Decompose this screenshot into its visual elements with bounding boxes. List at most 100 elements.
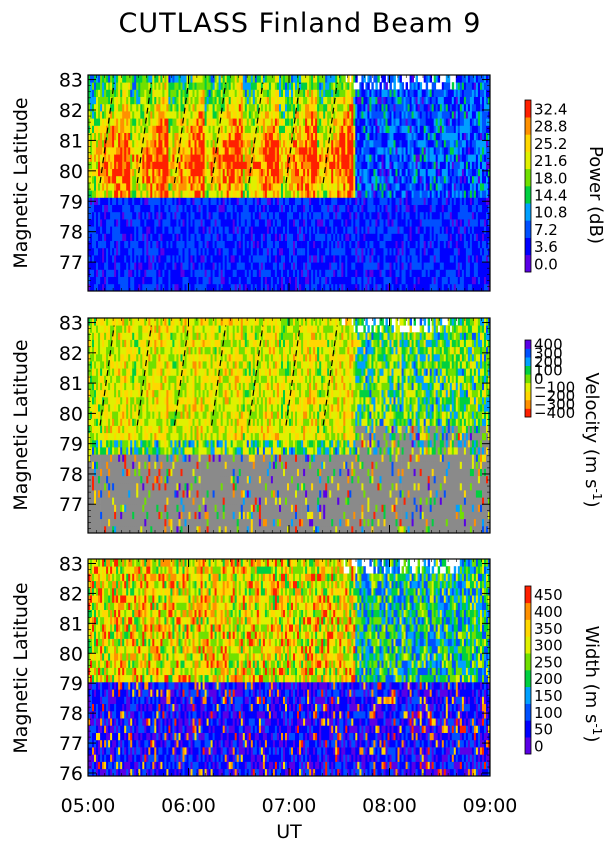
heatmap-cell [317, 255, 319, 263]
heatmap-cell [257, 262, 259, 270]
heatmap-cell [237, 176, 239, 184]
heatmap-cell [317, 89, 319, 97]
heatmap-cell [156, 75, 158, 83]
heatmap-cell [418, 89, 420, 97]
heatmap-cell [357, 233, 359, 241]
heatmap-cell [357, 212, 359, 220]
heatmap-cell [400, 219, 402, 227]
heatmap-cell [337, 233, 339, 241]
heatmap-cell [400, 248, 402, 256]
heatmap-cell [118, 269, 120, 277]
heatmap-cell [156, 161, 158, 169]
heatmap-cell [237, 125, 239, 133]
heatmap-cell [156, 89, 158, 97]
heatmap-cell [199, 284, 201, 292]
heatmap-cell [199, 183, 201, 191]
heatmap-cell [156, 176, 158, 184]
heatmap-cell [277, 212, 279, 220]
heatmap-cell [156, 104, 158, 112]
heatmap-cell [377, 255, 379, 263]
heatmap-cell [98, 111, 100, 119]
heatmap-cell [337, 248, 339, 256]
heatmap-cell [176, 284, 178, 292]
heatmap-cell [136, 183, 138, 191]
heatmap-cell [98, 97, 100, 105]
heatmap-cell [257, 140, 259, 148]
heatmap-cell [98, 104, 100, 112]
heatmap-cell [299, 269, 301, 277]
heatmap-cell [400, 241, 402, 249]
heatmap-cell [299, 205, 301, 213]
heatmap-cell [237, 269, 239, 277]
heatmap-cell [400, 190, 402, 198]
heatmap-cell [136, 89, 138, 97]
heatmap-cell [219, 248, 221, 256]
heatmap-cell [257, 169, 259, 177]
heatmap-cell [377, 205, 379, 213]
heatmap-cell [199, 205, 201, 213]
heatmap-cell [118, 104, 120, 112]
heatmap-cell [400, 255, 402, 263]
heatmap-cell [118, 233, 120, 241]
heatmap-cell [357, 147, 359, 155]
heatmap-cell [317, 176, 319, 184]
heatmap-cell [317, 183, 319, 191]
heatmap-cell [357, 125, 359, 133]
heatmap-cell [299, 233, 301, 241]
heatmap-cell [219, 161, 221, 169]
heatmap-cell [219, 147, 221, 155]
heatmap-cell [118, 140, 120, 148]
heatmap-cell [98, 75, 100, 83]
heatmap-cell [317, 118, 319, 126]
heatmap-cell [237, 161, 239, 169]
heatmap-cell [317, 226, 319, 234]
heatmap-cell [118, 111, 120, 119]
heatmap-cell [337, 205, 339, 213]
heatmap-cell [156, 183, 158, 191]
heatmap-cell [400, 75, 402, 83]
heatmap-cell [317, 133, 319, 141]
heatmap-cell [237, 233, 239, 241]
heatmap-cell [337, 169, 339, 177]
heatmap-cell [176, 111, 178, 119]
heatmap-cell [219, 219, 221, 227]
heatmap-cell [237, 277, 239, 285]
heatmap-cell [257, 89, 259, 97]
heatmap-cell [98, 133, 100, 141]
heatmap-cell [136, 205, 138, 213]
heatmap-cell [400, 262, 402, 270]
heatmap-cell [237, 255, 239, 263]
heatmap-cell [257, 255, 259, 263]
heatmap-cell [357, 277, 359, 285]
heatmap-cell [98, 233, 100, 241]
heatmap-cell [400, 161, 402, 169]
power-heatmap [88, 75, 490, 291]
heatmap-cell [299, 104, 301, 112]
heatmap-cell [219, 241, 221, 249]
heatmap-cell [176, 197, 178, 205]
heatmap-cell [237, 212, 239, 220]
heatmap-cell [257, 154, 259, 162]
heatmap-cell [176, 262, 178, 270]
heatmap-cell [237, 169, 239, 177]
heatmap-cell [257, 125, 259, 133]
heatmap-cell [299, 111, 301, 119]
heatmap-cell [98, 190, 100, 198]
heatmap-cell [98, 183, 100, 191]
heatmap-cell [156, 118, 158, 126]
heatmap-cell [156, 111, 158, 119]
heatmap-cell [156, 241, 158, 249]
heatmap-cell [237, 133, 239, 141]
heatmap-cell [418, 118, 420, 126]
heatmap-cell [156, 197, 158, 205]
heatmap-cell [384, 75, 386, 83]
heatmap-cell [357, 161, 359, 169]
heatmap-cell [237, 82, 239, 90]
heatmap-cell [400, 197, 402, 205]
heatmap-cell [257, 233, 259, 241]
heatmap-cell [277, 277, 279, 285]
heatmap-cell [337, 190, 339, 198]
heatmap-cell [299, 226, 301, 234]
heatmap-cell [257, 176, 259, 184]
heatmap-cell [199, 277, 201, 285]
